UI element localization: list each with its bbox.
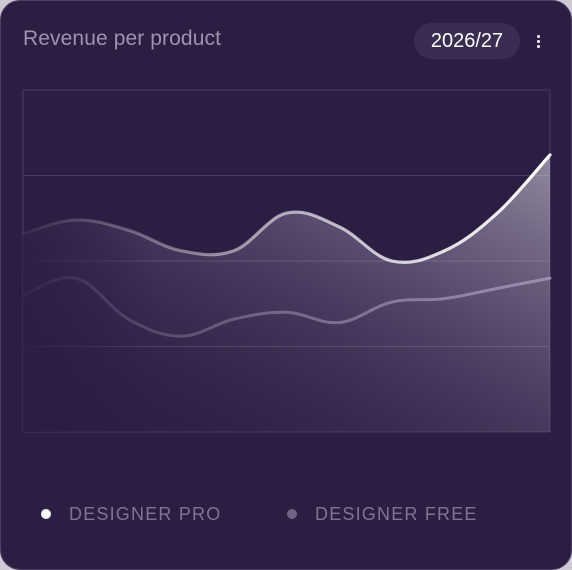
legend-label-designer-pro: DESIGNER PRO — [69, 503, 222, 524]
legend-dot-designer-pro — [41, 509, 51, 519]
revenue-area-chart — [21, 89, 552, 433]
area-designer-pro-fade — [23, 154, 550, 433]
chart-title: Revenue per product — [23, 27, 222, 50]
legend-item-designer-pro: DESIGNER PRO — [41, 503, 221, 525]
legend-dot-designer-free — [287, 509, 297, 519]
line-designer-free — [21, 275, 552, 338]
legend-item-designer-free: DESIGNER FREE — [287, 503, 478, 525]
legend-label-designer-free: DESIGNER FREE — [315, 503, 478, 524]
line-designer-pro — [21, 153, 552, 265]
period-selector-button[interactable]: 2026/27 — [414, 23, 520, 59]
more-vertical-icon[interactable] — [531, 30, 547, 52]
series-marks — [21, 153, 552, 433]
